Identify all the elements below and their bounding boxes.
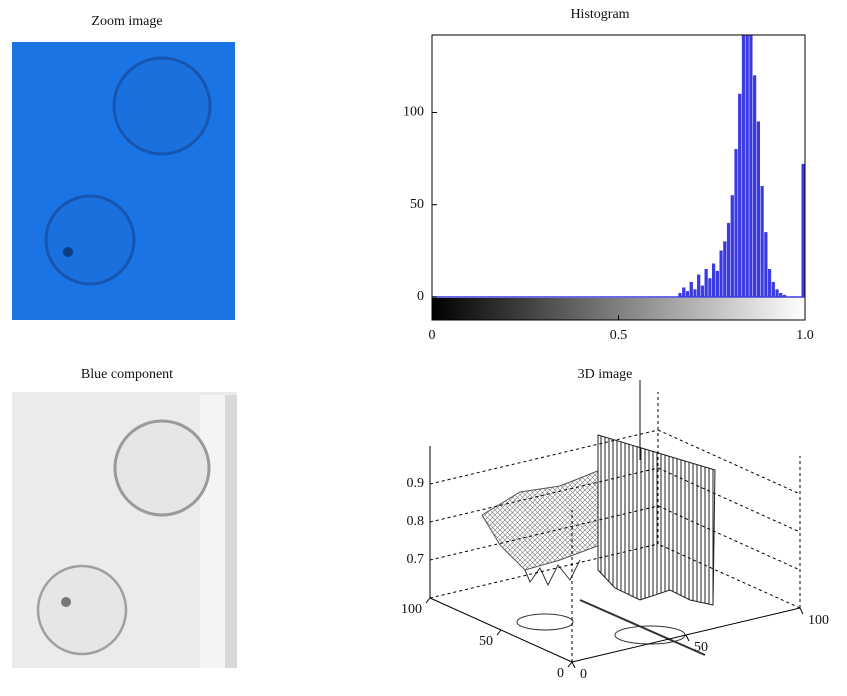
bar xyxy=(753,76,756,297)
bar xyxy=(768,269,771,297)
x-tick-label: 0 xyxy=(580,667,587,682)
contour-sketch xyxy=(580,600,705,655)
x-tick xyxy=(572,662,575,668)
bar xyxy=(701,286,704,297)
panel-title: Histogram xyxy=(570,7,629,22)
bar xyxy=(697,275,700,297)
y-tick-label: 100 xyxy=(401,602,422,617)
z-tick-label: 0.9 xyxy=(407,476,425,491)
bar xyxy=(727,223,730,297)
zoom-image xyxy=(12,42,235,320)
bar xyxy=(731,195,734,296)
bar xyxy=(716,271,719,297)
bar xyxy=(802,164,805,297)
bar xyxy=(705,269,708,297)
bar xyxy=(783,295,786,297)
figure: Zoom image Blue component Histogram 0 50 1… xyxy=(0,0,847,691)
bar xyxy=(761,186,764,297)
bar xyxy=(712,264,715,297)
bar xyxy=(757,122,760,297)
panel-title: Blue component xyxy=(81,367,173,382)
y-tick xyxy=(568,662,572,667)
surface-sketch xyxy=(598,435,715,605)
x-tick-label: 0.5 xyxy=(610,328,628,343)
y-tick xyxy=(497,630,501,635)
z-tick-label: 0.7 xyxy=(407,552,425,567)
panel-title: 3D image xyxy=(578,367,633,382)
bar xyxy=(723,242,726,297)
x-tick xyxy=(800,608,803,614)
histogram-plot: 0 50 100 0 0.5 1.0 xyxy=(403,35,814,343)
bar xyxy=(720,251,723,297)
x-tick-label: 50 xyxy=(694,640,708,655)
bar xyxy=(779,293,782,297)
y-tick-label: 50 xyxy=(410,197,424,212)
bar xyxy=(694,290,697,297)
x-tick-label: 100 xyxy=(808,613,829,628)
x-tick-label: 1.0 xyxy=(796,328,814,343)
y-tick-label: 0 xyxy=(417,289,424,304)
bar xyxy=(764,232,767,297)
bar xyxy=(682,288,685,297)
panel-title: Zoom image xyxy=(91,14,162,29)
bar xyxy=(735,149,738,297)
bar xyxy=(686,291,689,297)
bar xyxy=(746,35,749,297)
surface-plot: 0.7 0.8 0.9 0 50 100 0 50 100 xyxy=(401,380,829,682)
contour-sketch xyxy=(517,614,573,630)
y-tick xyxy=(426,598,430,603)
bar xyxy=(772,282,775,297)
x-tick-label: 0 xyxy=(429,328,436,343)
bar xyxy=(738,94,741,297)
axes-box xyxy=(432,35,805,320)
bar xyxy=(776,290,779,297)
bar xyxy=(690,282,693,297)
z-tick-label: 0.8 xyxy=(407,514,425,529)
bar xyxy=(742,35,745,297)
y-tick-label: 100 xyxy=(403,105,424,120)
x-tick xyxy=(686,635,689,641)
bar xyxy=(709,278,712,296)
y-tick-label: 0 xyxy=(557,666,564,681)
y-tick-label: 50 xyxy=(479,634,493,649)
blue-component-image xyxy=(12,392,237,668)
bar xyxy=(750,35,753,297)
bar xyxy=(679,293,682,297)
